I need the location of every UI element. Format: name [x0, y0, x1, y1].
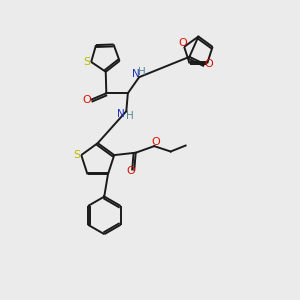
Text: S: S	[84, 57, 91, 67]
Text: N: N	[117, 109, 125, 119]
Text: S: S	[74, 150, 81, 160]
Text: N: N	[132, 68, 140, 79]
Text: O: O	[126, 166, 135, 176]
Text: H: H	[138, 67, 146, 77]
Text: H: H	[126, 111, 134, 121]
Text: O: O	[151, 137, 160, 147]
Text: O: O	[82, 95, 91, 105]
Text: O: O	[178, 38, 188, 48]
Text: O: O	[205, 59, 213, 69]
